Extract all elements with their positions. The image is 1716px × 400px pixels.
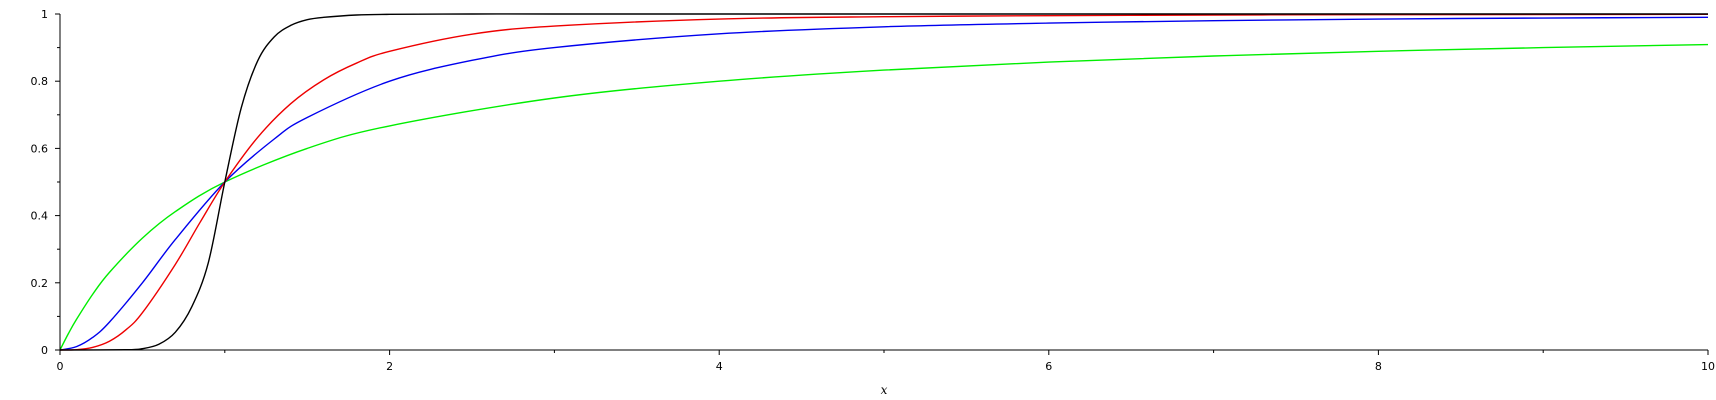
x-tick-label: 2 — [386, 360, 393, 373]
axes-layer — [59, 14, 1708, 351]
y-tick-label: 0.8 — [31, 75, 49, 88]
y-tick-label: 0.6 — [31, 142, 49, 155]
x-tick-label: 8 — [1375, 360, 1382, 373]
series-layer — [59, 13, 1709, 351]
x-axis-title: x — [881, 383, 888, 397]
ticks-layer: 0 2 4 6 8 10 0 0.2 0.4 0.6 0.8 1 — [31, 8, 1716, 373]
y-tick-label: 1 — [41, 8, 48, 21]
x-tick-label: 6 — [1045, 360, 1052, 373]
series-line-3 — [59, 13, 1709, 351]
series-line-4 — [59, 13, 1708, 351]
y-tick-label: 0.2 — [31, 277, 49, 290]
x-tick-label: 4 — [716, 360, 723, 373]
series-line-2 — [59, 16, 1709, 351]
x-tick-label: 0 — [57, 360, 64, 373]
x-tick-label: 10 — [1701, 360, 1715, 373]
y-tick-label: 0.4 — [31, 210, 49, 223]
y-tick-label: 0 — [41, 344, 48, 357]
series-line-1 — [59, 43, 1709, 351]
